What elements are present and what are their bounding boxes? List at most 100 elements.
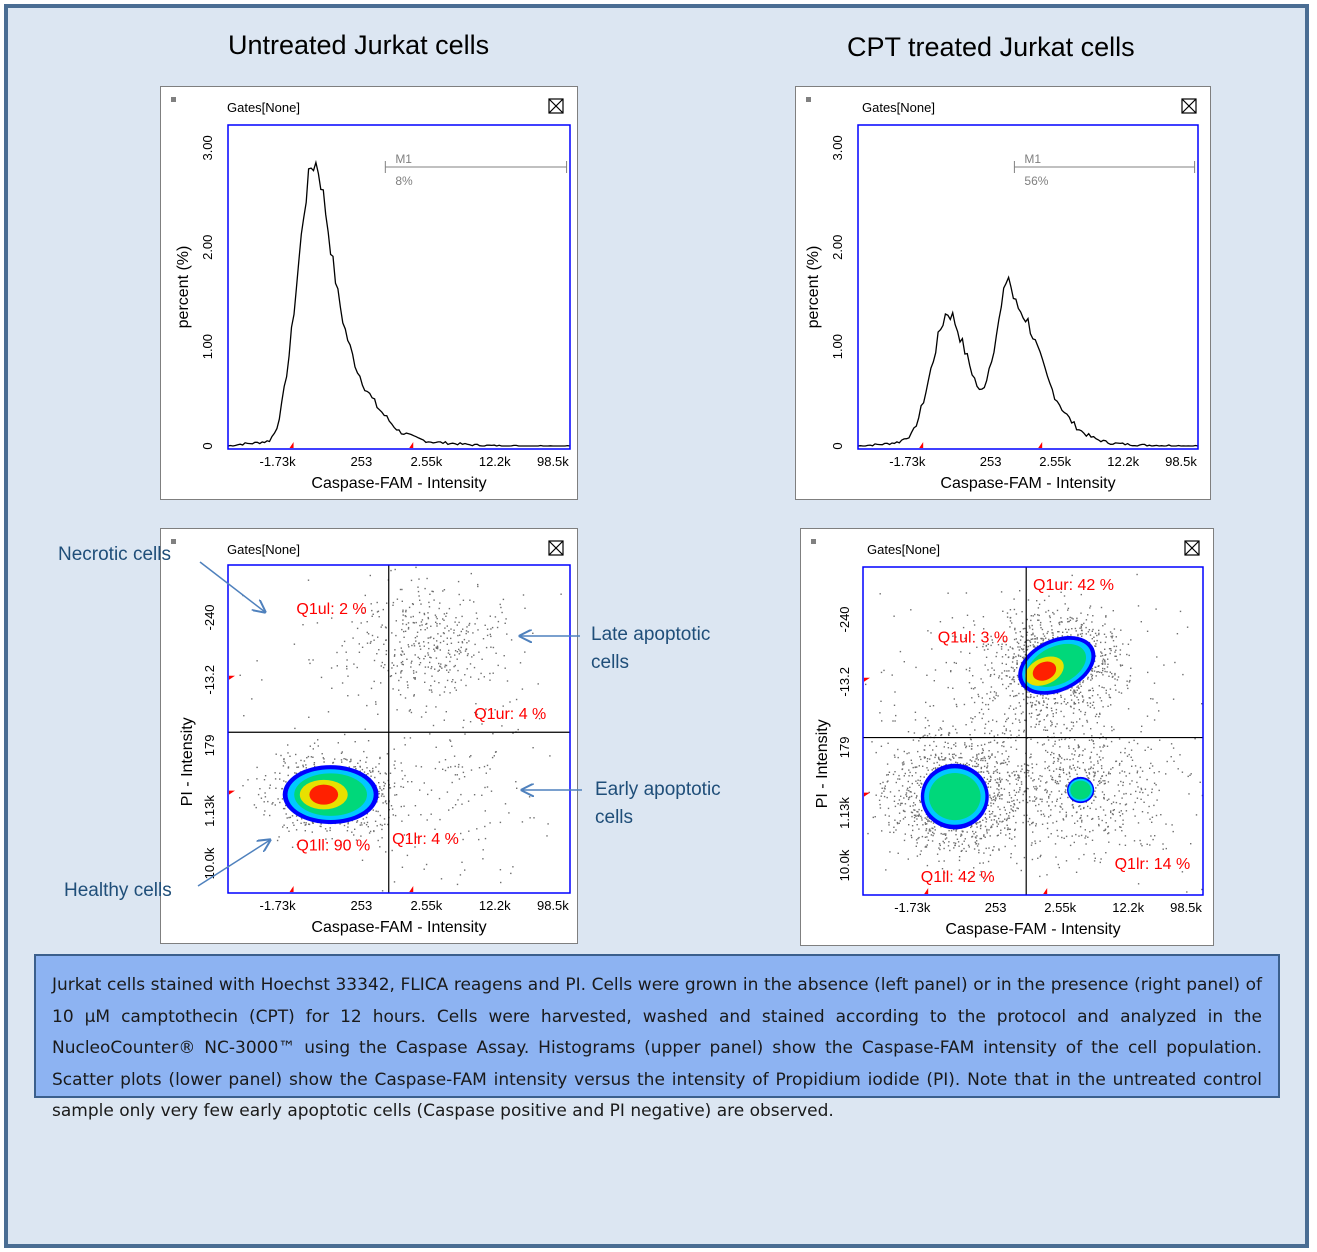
scatter-dot xyxy=(1104,660,1106,662)
scatter-dot xyxy=(1042,639,1044,642)
scatter-dot xyxy=(402,651,404,653)
scatter-dot xyxy=(1160,814,1162,816)
scatter-dot xyxy=(992,641,994,644)
scatter-dot xyxy=(871,741,873,743)
scatter-dot xyxy=(907,731,910,733)
scatter-dot xyxy=(892,720,894,722)
scatter-dot xyxy=(268,787,271,789)
scatter-dot xyxy=(872,816,874,819)
scatter-dot xyxy=(1045,788,1047,791)
scatter-dot xyxy=(902,818,905,820)
scatter-dot xyxy=(377,636,379,638)
scatter-dot xyxy=(977,759,979,761)
scatter-dot xyxy=(1035,723,1037,726)
scatter-dot xyxy=(1059,766,1061,769)
scatter-dot xyxy=(989,756,991,758)
scatter-dot xyxy=(880,795,882,797)
scatter-dot xyxy=(371,634,374,637)
scatter-dot xyxy=(427,654,430,656)
scatter-dot xyxy=(439,641,442,644)
scatter-dot xyxy=(1011,809,1014,811)
scatter-dot xyxy=(1023,644,1025,646)
scatter-dot xyxy=(1012,667,1014,669)
scatter-dot xyxy=(970,738,972,741)
scatter-dot xyxy=(1113,645,1115,648)
scatter-dot xyxy=(398,689,400,691)
scatter-dot xyxy=(1101,652,1103,654)
scatter-dot xyxy=(456,658,458,660)
scatter-dot xyxy=(1026,648,1029,651)
scatter-dot xyxy=(1001,821,1003,823)
quadrant-label-lr: Q1lr: 4 % xyxy=(392,831,459,848)
scatter-dot xyxy=(953,847,955,849)
scatter-dot xyxy=(385,639,387,641)
scatter-dot xyxy=(385,800,387,802)
scatter-dot xyxy=(944,741,946,743)
scatter-dot xyxy=(939,848,941,851)
scatter-dot xyxy=(1024,654,1027,656)
scatter-dot xyxy=(964,744,966,746)
scatter-dot xyxy=(1017,676,1019,678)
scatter-dot xyxy=(356,820,359,822)
scatter-dot xyxy=(1004,761,1007,764)
scatter-dot xyxy=(439,665,441,667)
scatter-dot xyxy=(893,826,895,828)
window-handle-icon xyxy=(171,539,176,544)
scatter-dot xyxy=(1021,685,1023,687)
scatter-dot xyxy=(1102,780,1104,782)
scatter-dot xyxy=(300,759,302,762)
scatter-dot xyxy=(1011,678,1013,681)
scatter-dot xyxy=(443,691,446,693)
scatter-dot xyxy=(948,758,951,760)
scatter-dot xyxy=(400,785,402,788)
scatter-dot xyxy=(1156,799,1158,801)
scatter-dot xyxy=(926,864,929,867)
scatter-dot xyxy=(1083,622,1085,625)
scatter-dot xyxy=(1107,663,1109,665)
scatter-dot xyxy=(477,583,479,586)
scatter-dot xyxy=(1103,744,1105,746)
scatter-dot xyxy=(468,830,470,832)
scatter-dot xyxy=(381,890,384,892)
scatter-dot xyxy=(915,780,917,782)
scatter-dot xyxy=(987,648,989,650)
scatter-dot xyxy=(977,763,980,766)
scatter-dot xyxy=(462,726,464,729)
scatter-dot xyxy=(437,646,439,648)
necrotic-label: Necrotic cells xyxy=(58,544,171,565)
scatter-dot xyxy=(444,769,447,772)
scatter-dot xyxy=(1039,710,1042,712)
scatter-dot xyxy=(975,758,977,760)
scatter-dot xyxy=(1041,775,1043,778)
scatter-dot xyxy=(993,815,995,817)
scatter-dot xyxy=(359,766,361,768)
plot-frame xyxy=(227,124,571,450)
scatter-dot xyxy=(1037,619,1039,621)
scatter-dot xyxy=(370,603,372,605)
scatter-dot xyxy=(983,649,986,651)
scatter-dot xyxy=(410,666,412,668)
scatter-dot xyxy=(1075,871,1078,873)
scatter-dot xyxy=(894,819,896,821)
scatter-dot xyxy=(411,644,413,647)
scatter-dot xyxy=(911,782,913,785)
scatter-dot xyxy=(1070,699,1073,701)
scatter-dot xyxy=(992,849,994,851)
scatter-dot xyxy=(962,831,964,833)
scatter-dot xyxy=(433,599,435,601)
m1-gate-name: M1 xyxy=(395,152,412,166)
scatter-dot xyxy=(430,685,432,687)
scatter-dot xyxy=(1030,706,1033,708)
scatter-dot xyxy=(1004,827,1006,829)
scatter-dot xyxy=(508,812,510,814)
scatter-dot xyxy=(1153,804,1155,807)
scatter-dot xyxy=(986,770,988,772)
scatter-dot xyxy=(441,667,443,669)
scatter-dot xyxy=(1065,703,1067,705)
scatter-dot xyxy=(1085,843,1087,845)
scatter-dot xyxy=(927,719,929,722)
x-tick-label: -1.73k xyxy=(894,900,931,915)
scatter-dot xyxy=(967,844,970,846)
scatter-dot xyxy=(486,764,489,767)
scatter-dot xyxy=(481,723,483,725)
